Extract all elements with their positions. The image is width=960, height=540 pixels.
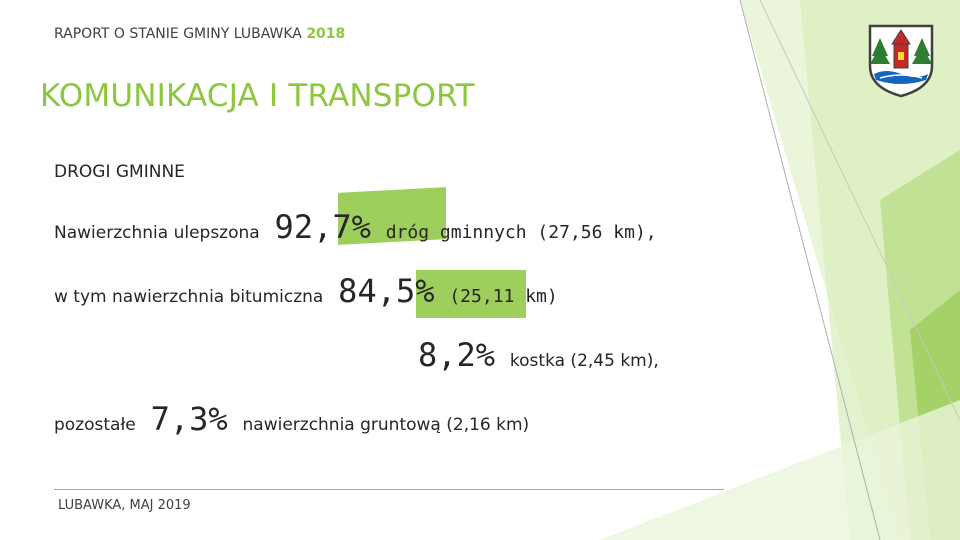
line-improved-surface: Nawierzchnia ulepszona 92,7% dróg gminny… [54, 208, 657, 246]
line-other: pozostałe 7,3% nawierzchnia gruntową (2,… [54, 400, 529, 438]
line-rest: nawierzchnia gruntową (2,16 km) [242, 415, 530, 435]
footer-text: LUBAWKA, MAJ 2019 [58, 498, 191, 513]
line-bitumen-surface: w tym nawierzchnia bitumiczna 84,5% (25,… [54, 272, 558, 310]
line-rest: (25,11 km) [449, 286, 558, 307]
line-value: 7,3% [150, 400, 228, 438]
coat-of-arms-icon [868, 24, 934, 98]
line-value: 92,7% [274, 208, 371, 246]
line-label: Nawierzchnia ulepszona [54, 223, 260, 243]
highlight-84 [416, 270, 526, 318]
footer-divider [54, 489, 724, 490]
line-label: pozostałe [54, 415, 136, 435]
section-heading: DROGI GMINNE [54, 162, 185, 182]
report-header: RAPORT O STANIE GMINY LUBAWKA 2018 [54, 26, 345, 42]
line-paving: 8,2% kostka (2,45 km), [414, 336, 659, 374]
line-rest: kostka (2,45 km), [509, 351, 659, 371]
line-value: 84,5% [338, 272, 435, 310]
line-label: w tym nawierzchnia bitumiczna [54, 287, 324, 307]
report-year: 2018 [306, 26, 346, 42]
line-rest: dróg gminnych (27,56 km), [385, 222, 657, 243]
report-prefix: RAPORT O STANIE GMINY LUBAWKA [54, 26, 302, 42]
slide-title: KOMUNIKACJA I TRANSPORT [40, 78, 475, 114]
line-value: 8,2% [418, 336, 496, 374]
